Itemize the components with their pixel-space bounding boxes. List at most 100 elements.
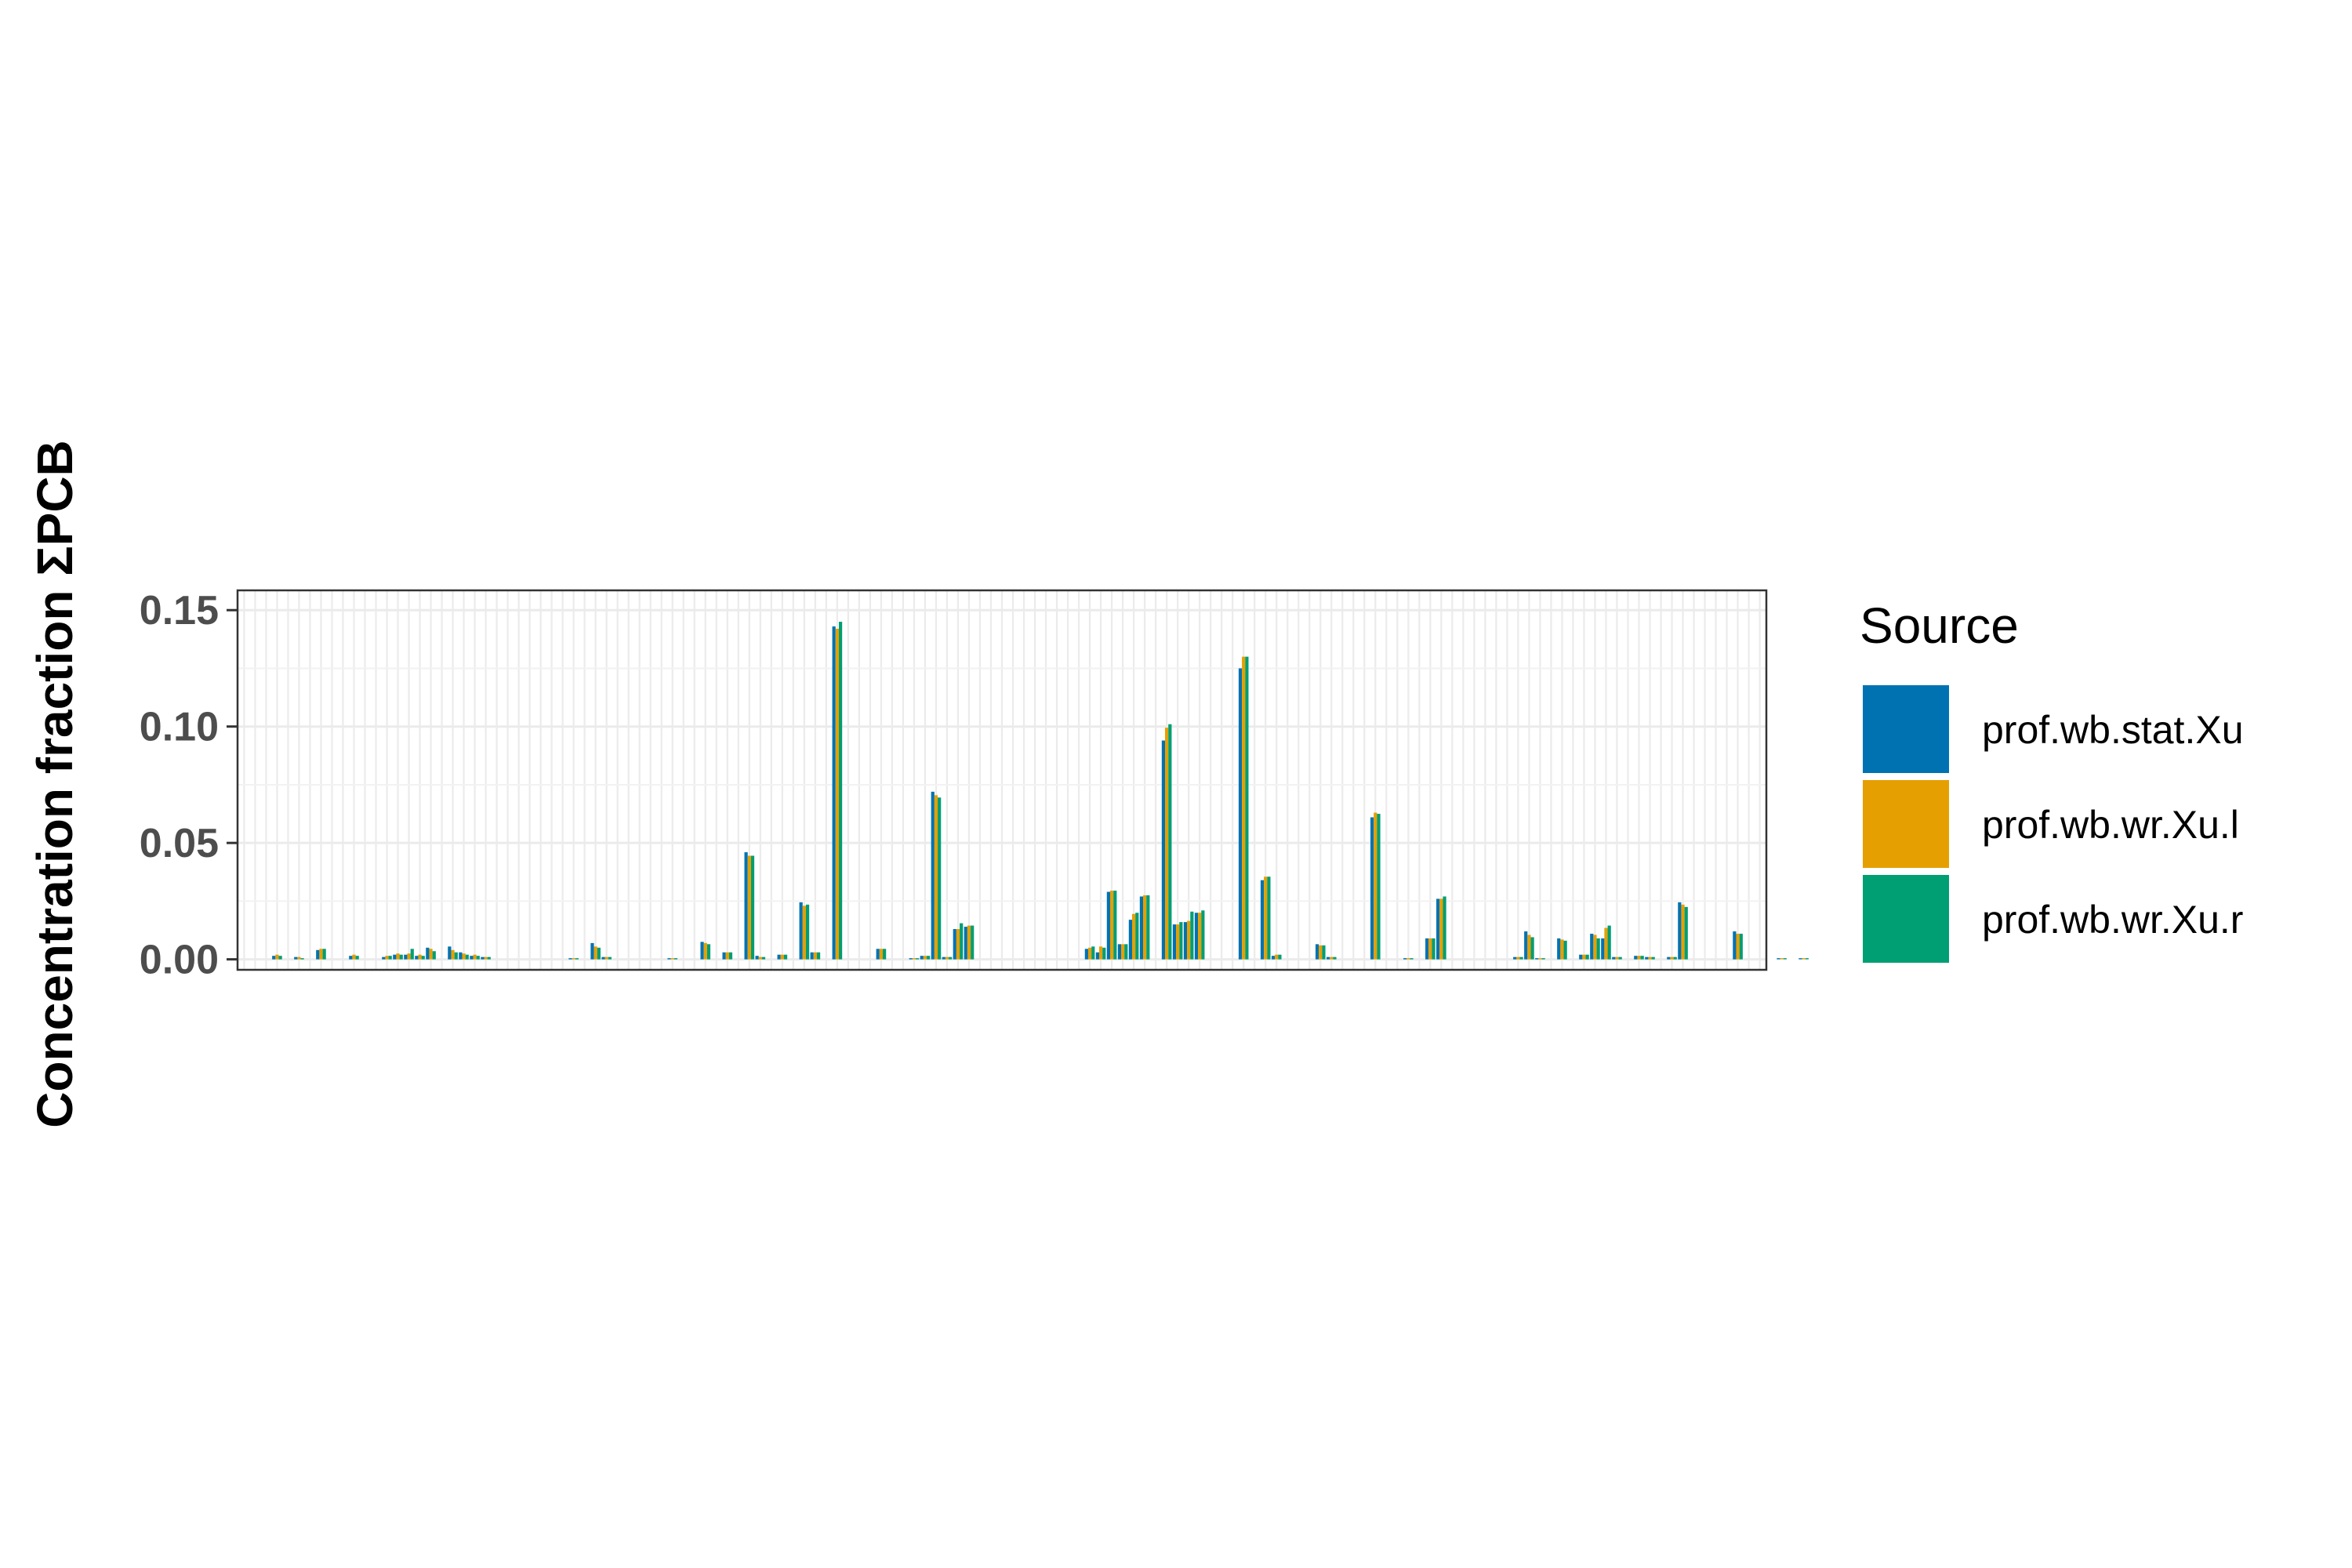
- bar: [931, 791, 935, 960]
- bar: [473, 954, 477, 960]
- bar: [802, 906, 806, 960]
- bar: [799, 902, 803, 960]
- y-tick-label: 0.05: [140, 821, 219, 866]
- bar: [454, 952, 458, 960]
- bar: [916, 958, 920, 960]
- bar: [1527, 935, 1531, 960]
- bar: [1146, 895, 1150, 960]
- y-axis: 0.00 0.05 0.10 0.15: [140, 588, 238, 983]
- bar: [1739, 933, 1743, 960]
- bar: [1645, 956, 1649, 960]
- bar: [590, 942, 594, 960]
- bar: [1135, 913, 1139, 960]
- bar: [1615, 956, 1619, 960]
- bar: [1607, 925, 1611, 960]
- bar: [1109, 891, 1114, 960]
- bar: [568, 958, 572, 960]
- bar: [673, 958, 678, 960]
- bar: [1618, 956, 1622, 960]
- bar: [700, 942, 704, 960]
- bar: [942, 956, 946, 960]
- bar: [964, 927, 967, 960]
- bar: [835, 628, 839, 960]
- bar: [1524, 931, 1528, 960]
- bar: [1798, 958, 1802, 960]
- bar: [879, 949, 884, 960]
- bar: [459, 952, 463, 960]
- bar: [1374, 812, 1377, 960]
- legend-key: [1863, 780, 1949, 868]
- bar: [352, 954, 356, 960]
- bar: [432, 951, 436, 960]
- bar: [1326, 956, 1330, 960]
- bar: [706, 944, 711, 960]
- bar: [667, 958, 671, 960]
- bars: [272, 622, 1809, 960]
- bar: [927, 956, 931, 960]
- bar: [272, 956, 276, 960]
- bar: [1124, 944, 1128, 960]
- bar: [1428, 938, 1432, 960]
- bar: [396, 953, 400, 960]
- legend-label: prof.wb.wr.Xu.l: [1982, 803, 2239, 847]
- bar: [1113, 891, 1117, 960]
- bar: [1333, 956, 1337, 960]
- bar: [934, 795, 938, 960]
- bar: [1242, 656, 1246, 960]
- bar: [838, 622, 843, 960]
- bar: [1403, 958, 1407, 960]
- bar: [1634, 956, 1638, 960]
- bar: [1187, 920, 1191, 960]
- bar: [777, 954, 781, 960]
- bar: [294, 956, 298, 960]
- bar: [1667, 956, 1671, 960]
- bar: [404, 954, 408, 960]
- bar: [275, 954, 279, 960]
- bar: [1165, 728, 1169, 960]
- bar: [1201, 910, 1205, 960]
- bar: [601, 956, 605, 960]
- bar: [1538, 958, 1542, 960]
- bar: [1132, 913, 1136, 960]
- bar: [1443, 896, 1446, 960]
- bar: [744, 852, 748, 960]
- bar: [1238, 668, 1243, 960]
- bar: [415, 956, 419, 960]
- bar: [1377, 814, 1381, 960]
- bar: [476, 956, 480, 960]
- bar: [1585, 954, 1589, 960]
- legend: Source prof.wb.stat.Xu prof.wb.wr.Xu.l pro…: [1860, 597, 2244, 963]
- bar: [1736, 933, 1740, 960]
- bar: [465, 954, 469, 960]
- bar: [572, 958, 575, 960]
- bar: [1439, 898, 1443, 960]
- bar: [355, 956, 359, 960]
- bar: [1681, 904, 1685, 960]
- bar: [575, 958, 579, 960]
- bar: [912, 958, 916, 960]
- bar: [448, 946, 452, 960]
- bar: [938, 797, 942, 960]
- bar: [909, 958, 913, 960]
- bar: [322, 949, 326, 960]
- bar: [1410, 958, 1414, 960]
- bar: [670, 958, 674, 960]
- bar: [470, 956, 474, 960]
- bar: [1783, 958, 1787, 960]
- bar: [1084, 949, 1088, 960]
- y-tick-label: 0.10: [140, 705, 219, 750]
- bar: [883, 949, 887, 960]
- bar: [1143, 895, 1147, 960]
- bar: [1777, 958, 1780, 960]
- bar: [953, 929, 956, 960]
- bar: [1651, 956, 1655, 960]
- bar: [1245, 656, 1249, 960]
- legend-label: prof.wb.wr.Xu.r: [1982, 898, 2243, 942]
- bar: [1513, 956, 1517, 960]
- bar: [810, 952, 814, 960]
- bar: [319, 949, 323, 960]
- bar: [484, 956, 488, 960]
- bar: [725, 952, 729, 960]
- bar: [758, 956, 762, 960]
